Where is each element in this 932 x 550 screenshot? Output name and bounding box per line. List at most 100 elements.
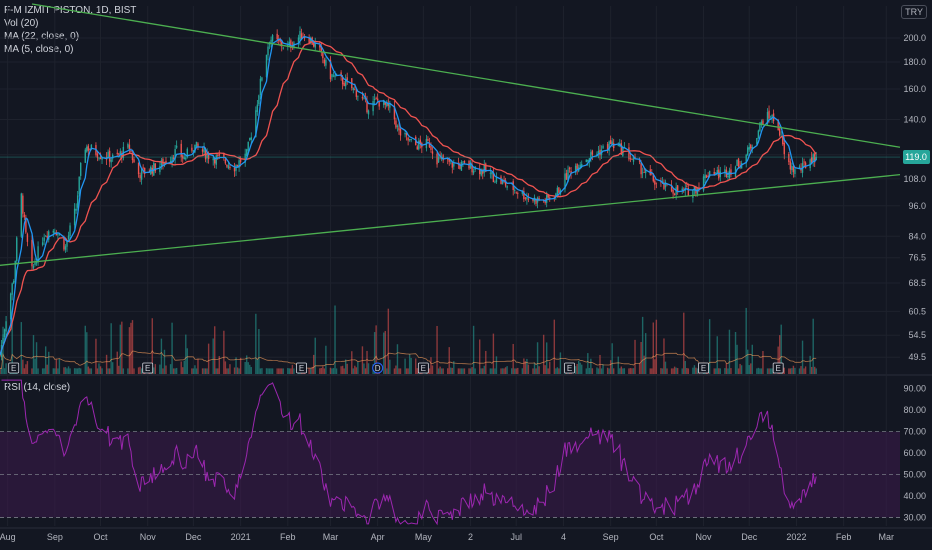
volume-bar	[756, 368, 758, 374]
ma22-indicator-label[interactable]: MA (22, close, 0)	[4, 31, 80, 42]
price-tick-label: 200.0	[903, 33, 926, 43]
volume-bar	[20, 322, 23, 374]
volume-bar	[329, 367, 332, 374]
candle-body	[576, 163, 578, 171]
candle-body	[393, 105, 396, 120]
volume-bar	[63, 367, 65, 374]
volume-bar	[271, 368, 274, 374]
candle-body	[175, 145, 178, 148]
volume-bar	[101, 368, 103, 374]
candle-body	[410, 138, 412, 141]
volume-bar	[389, 359, 391, 374]
volume-bar	[649, 368, 651, 374]
volume-bar	[41, 368, 44, 374]
rsi-tick-label: 70.00	[903, 427, 926, 437]
candle-body	[587, 159, 589, 162]
volume-bar	[769, 368, 772, 374]
volume-bar	[588, 367, 591, 374]
currency-badge[interactable]: TRY	[901, 5, 927, 19]
volume-bar	[794, 367, 796, 374]
candle-body	[791, 165, 793, 171]
price-tick-label: 68.5	[908, 278, 926, 288]
candle-body	[713, 171, 715, 176]
volume-bar	[812, 318, 814, 374]
earnings-marker	[698, 362, 709, 374]
volume-bar	[207, 343, 210, 374]
volume-bar	[383, 332, 385, 374]
candle-body	[340, 72, 342, 77]
volume-bar	[693, 365, 696, 374]
candle-body	[288, 41, 291, 45]
rsi-indicator-label[interactable]: RSI (14, close)	[4, 382, 71, 393]
candle-body	[431, 151, 434, 154]
date-tick-label: Apr	[371, 532, 385, 542]
candle-body	[672, 190, 674, 194]
volume-bar	[54, 368, 56, 374]
candle-body	[329, 59, 332, 80]
candle-body	[602, 145, 604, 149]
volume-bar	[340, 366, 342, 374]
candle-body	[768, 110, 770, 119]
volume-bar	[244, 361, 246, 374]
candle-body	[236, 165, 239, 167]
candle-body	[788, 154, 790, 163]
volume-bar	[462, 368, 464, 374]
ma5-indicator-label[interactable]: MA (5, close, 0)	[4, 44, 74, 55]
volume-bar	[410, 357, 412, 374]
earnings-marker-label: E	[776, 364, 781, 373]
volume-bar	[558, 368, 560, 374]
resistance-trendline	[31, 3, 901, 148]
volume-bar	[644, 333, 647, 374]
candle-body	[246, 149, 248, 156]
candle-body	[75, 208, 77, 211]
candle-body	[745, 154, 747, 164]
candle-body	[724, 169, 726, 173]
volume-bar	[313, 354, 315, 374]
date-tick-label: Oct	[93, 532, 108, 542]
volume-bar	[204, 368, 207, 374]
candle-body	[436, 153, 438, 165]
candle-body	[558, 187, 560, 193]
volume-bar	[154, 364, 157, 374]
candle-body	[108, 150, 111, 162]
price-tick-label: 160.0	[903, 84, 926, 94]
candle-body	[180, 143, 182, 157]
candle-body	[428, 142, 431, 148]
candle-body	[186, 148, 189, 158]
earnings-marker	[417, 362, 429, 374]
candle-body	[756, 137, 758, 145]
volume-bar	[404, 358, 406, 374]
date-tick-label: Jul	[510, 532, 522, 542]
candle-body	[384, 101, 386, 105]
date-tick-label: Nov	[696, 532, 713, 542]
candle-body	[319, 45, 321, 48]
volume-bar	[122, 368, 125, 374]
volume-bar	[778, 335, 781, 374]
last-price-label: 119.0	[905, 152, 927, 162]
candle-body	[137, 162, 140, 175]
volume-bar	[651, 368, 653, 374]
volume-bar	[631, 368, 633, 374]
candle-body	[46, 235, 48, 238]
volume-bar	[357, 361, 359, 374]
candle-body	[407, 137, 409, 141]
volume-bar	[800, 366, 802, 374]
volume-bar	[268, 368, 271, 374]
volume-bar	[201, 368, 204, 374]
volume-indicator-label[interactable]: Vol (20)	[4, 18, 39, 29]
volume-bar	[533, 362, 536, 374]
volume-bar	[197, 358, 199, 374]
candle-body	[527, 198, 530, 200]
volume-bar	[663, 338, 665, 374]
volume-bar	[708, 319, 711, 374]
volume-bar	[182, 367, 184, 374]
volume-bar	[84, 325, 86, 374]
volume-bar	[788, 368, 790, 374]
volume-bar	[398, 368, 400, 374]
volume-bar	[798, 368, 801, 374]
volume-bar	[737, 368, 740, 374]
volume-bar	[718, 368, 720, 374]
volume-bar	[555, 368, 557, 374]
candle-body	[613, 143, 615, 149]
